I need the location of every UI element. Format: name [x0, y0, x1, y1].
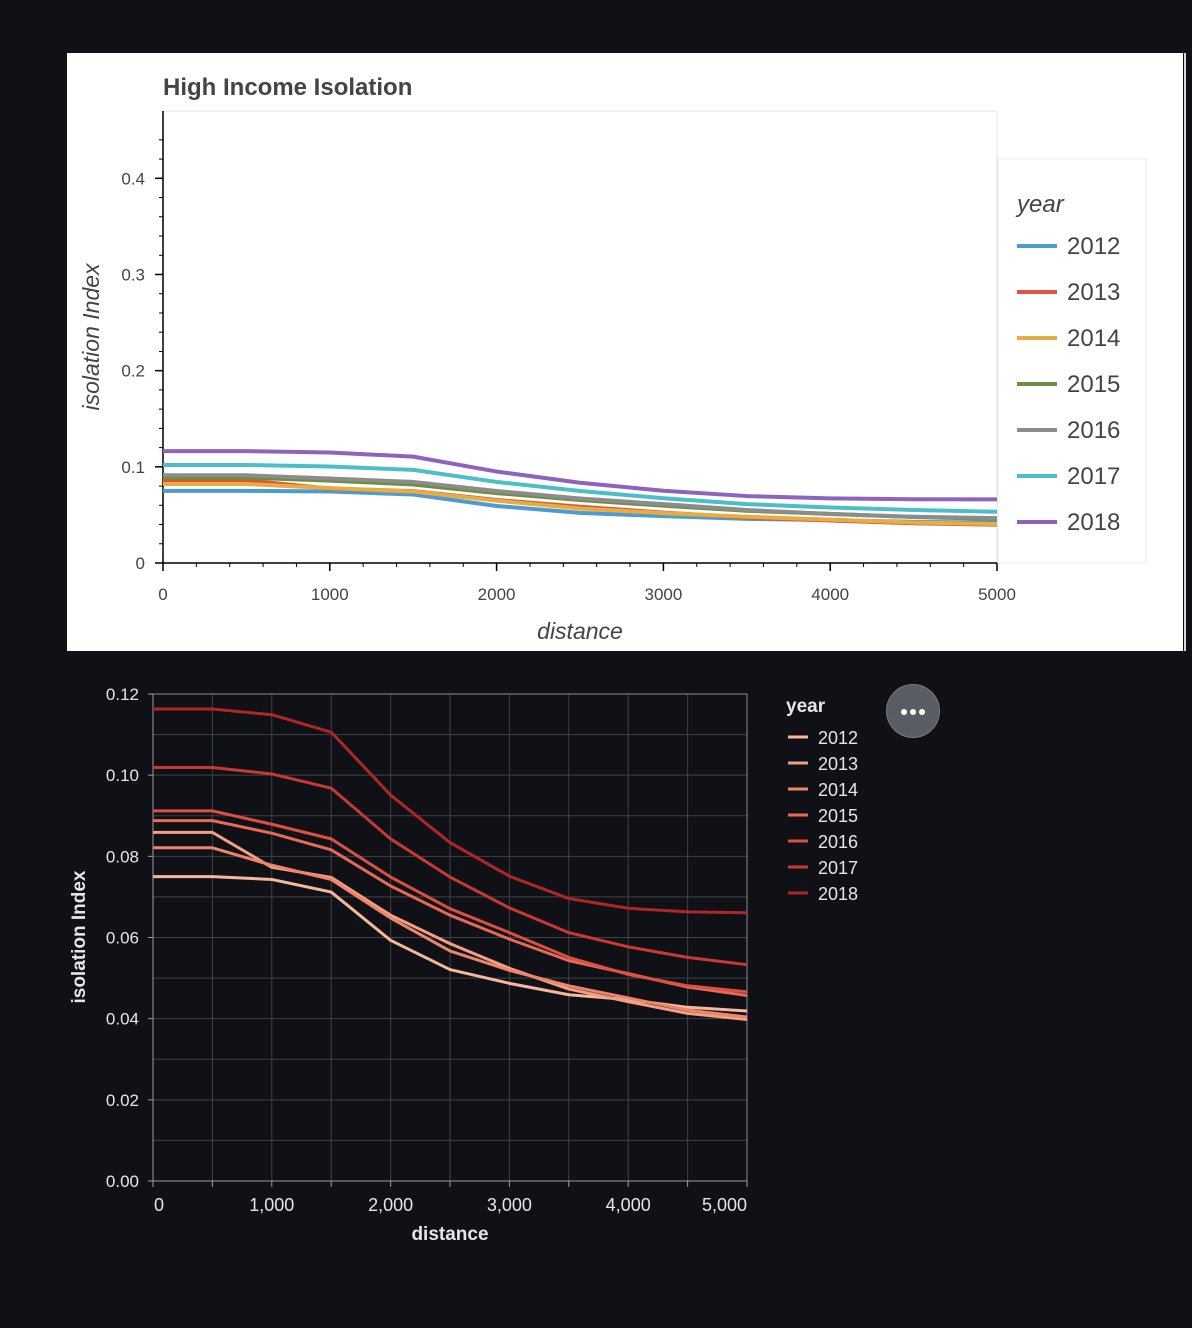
- y-axis-label: isolation Index: [69, 870, 90, 1003]
- x-tick-label: 5,000: [702, 1195, 747, 1215]
- y-tick-label: 0.2: [121, 362, 145, 381]
- more-dots-icon: [910, 709, 916, 715]
- x-tick-label: 0: [158, 585, 167, 604]
- more-dots-icon: [901, 709, 907, 715]
- x-axis-label: distance: [411, 1224, 488, 1245]
- x-tick-label: 3,000: [487, 1195, 532, 1215]
- legend-label: 2018: [818, 884, 858, 904]
- legend-label: 2013: [1067, 279, 1120, 306]
- series-line-2018: [153, 707, 748, 915]
- x-tick-label: 0: [154, 1195, 164, 1215]
- x-tick-label: 5000: [978, 585, 1016, 604]
- y-tick-label: 0.10: [106, 766, 139, 785]
- x-axis-label: distance: [537, 618, 623, 644]
- x-tick-label: 2,000: [368, 1195, 413, 1215]
- chart-actions-more-button[interactable]: [886, 684, 940, 738]
- y-tick-label: 0.00: [106, 1172, 139, 1191]
- x-tick-label: 4000: [811, 585, 849, 604]
- series-line-2016: [153, 809, 748, 994]
- series-line-2016: [163, 473, 998, 521]
- y-tick-label: 0.12: [106, 685, 139, 704]
- y-tick-label: 0.08: [106, 847, 139, 866]
- legend-title: year: [1015, 191, 1065, 218]
- series-line-2014: [163, 482, 998, 527]
- legend-label: 2017: [818, 858, 858, 878]
- y-tick-label: 0.4: [121, 169, 145, 188]
- legend-label: 2017: [1067, 463, 1120, 490]
- y-axis-label: isolation Index: [78, 262, 104, 411]
- legend-label: 2018: [1067, 509, 1120, 536]
- y-tick-label: 0.02: [106, 1091, 139, 1110]
- y-tick-label: 0.1: [121, 458, 145, 477]
- plot-area: [162, 110, 998, 564]
- more-dots-icon: [919, 709, 925, 715]
- legend-title: year: [786, 696, 826, 717]
- panel-edge-divider: [1184, 53, 1186, 651]
- legend-label: 2012: [818, 728, 858, 748]
- legend-label: 2012: [1067, 233, 1120, 260]
- x-tick-label: 1000: [311, 585, 349, 604]
- x-tick-label: 1,000: [249, 1195, 294, 1215]
- legend-label: 2014: [818, 780, 858, 800]
- legend-box: [997, 158, 1147, 564]
- legend-label: 2015: [818, 806, 858, 826]
- legend-label: 2016: [1067, 417, 1120, 444]
- legend-label: 2013: [818, 754, 858, 774]
- x-tick-label: 3000: [644, 585, 682, 604]
- y-tick-label: 0.04: [106, 1010, 139, 1029]
- y-tick-label: 0: [136, 554, 145, 573]
- series-line-2013: [153, 830, 748, 1021]
- y-tick-label: 0.06: [106, 929, 139, 948]
- series-line-2014: [153, 846, 748, 1019]
- legend-label: 2015: [1067, 371, 1120, 398]
- series-line-2018: [163, 449, 998, 502]
- y-tick-label: 0.3: [121, 265, 145, 284]
- legend-label: 2014: [1067, 325, 1120, 352]
- chart-title: High Income Isolation: [163, 74, 412, 101]
- x-tick-label: 4,000: [606, 1195, 651, 1215]
- series-line-2017: [153, 765, 748, 967]
- legend-label: 2016: [818, 832, 858, 852]
- x-tick-label: 2000: [478, 585, 516, 604]
- series-line-2017: [163, 463, 998, 514]
